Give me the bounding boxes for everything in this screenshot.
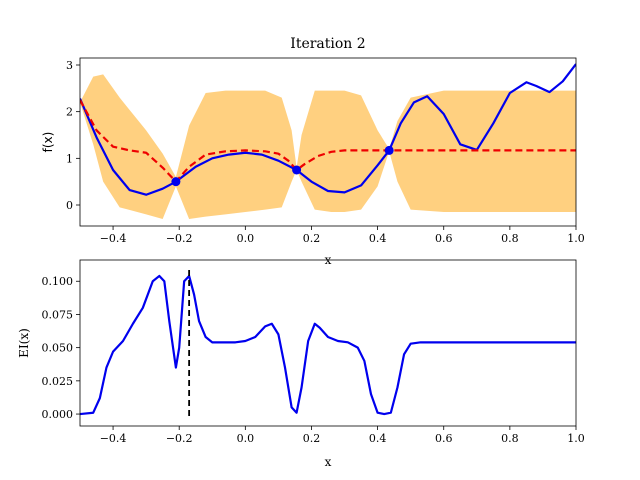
y-tick-label: 3: [66, 59, 73, 72]
bottom-axis-ticks: −0.4 −0.2 0.0 0.2 0.4 0.6 0.8 1.0 0.000 0.025 0.05…: [42, 275, 585, 445]
top-axes-frame: [79, 57, 577, 227]
confidence-band: [80, 74, 576, 219]
x-tick-label: 1.0: [567, 432, 585, 445]
y-tick-label: 1: [66, 152, 73, 165]
bottom-y-axis-label: EI(x): [17, 328, 31, 358]
x-tick-label: 0.6: [435, 432, 453, 445]
bottom-plot-area: [80, 270, 576, 420]
expected-improvement-line: [80, 274, 576, 416]
x-tick-label: 0.8: [501, 432, 519, 445]
true-function-line: [80, 63, 576, 196]
x-tick-label: 0.0: [237, 432, 255, 445]
x-tick-label: 0.2: [303, 432, 321, 445]
top-chart-title: Iteration 2: [290, 36, 365, 52]
top-axis-ticks: −0.4 −0.2 0.0 0.2 0.4 0.6 0.8 1.0 0 1 2 3: [66, 59, 585, 245]
x-tick-label: −0.2: [166, 432, 193, 445]
x-tick-label: 0.2: [303, 232, 321, 245]
y-tick-label: 0.000: [42, 408, 74, 421]
top-plot-area: [80, 63, 576, 219]
x-tick-label: 0.4: [369, 432, 387, 445]
observation-point: [384, 145, 394, 155]
x-tick-label: 0.0: [237, 232, 255, 245]
posterior-mean-line: [80, 99, 576, 183]
x-tick-label: 1.0: [567, 232, 585, 245]
x-tick-label: −0.4: [100, 432, 127, 445]
x-tick-label: 0.4: [369, 232, 387, 245]
top-chart: Iteration 2 −0.4 −0.2 0.0 0.2 0.4 0.6 0.8 1.0 0 1…: [41, 36, 585, 267]
x-tick-label: 0.6: [435, 232, 453, 245]
y-tick-label: 0.050: [42, 342, 74, 355]
bottom-axes-frame: [79, 259, 577, 427]
top-y-axis-label: f(x): [41, 132, 55, 153]
x-tick-label: 0.8: [501, 232, 519, 245]
y-tick-label: 0.025: [42, 375, 74, 388]
y-tick-label: 0.075: [42, 308, 74, 321]
y-tick-label: 2: [66, 106, 73, 119]
x-tick-label: −0.4: [100, 232, 127, 245]
y-tick-label: 0: [66, 199, 73, 212]
x-tick-label: −0.2: [166, 232, 193, 245]
bottom-chart: −0.4 −0.2 0.0 0.2 0.4 0.6 0.8 1.0 0.000 0.025 0.05…: [17, 259, 585, 469]
observation-point: [292, 165, 302, 175]
observation-point: [171, 177, 181, 187]
bottom-x-axis-label: x: [325, 455, 332, 469]
y-tick-label: 0.100: [42, 275, 74, 288]
